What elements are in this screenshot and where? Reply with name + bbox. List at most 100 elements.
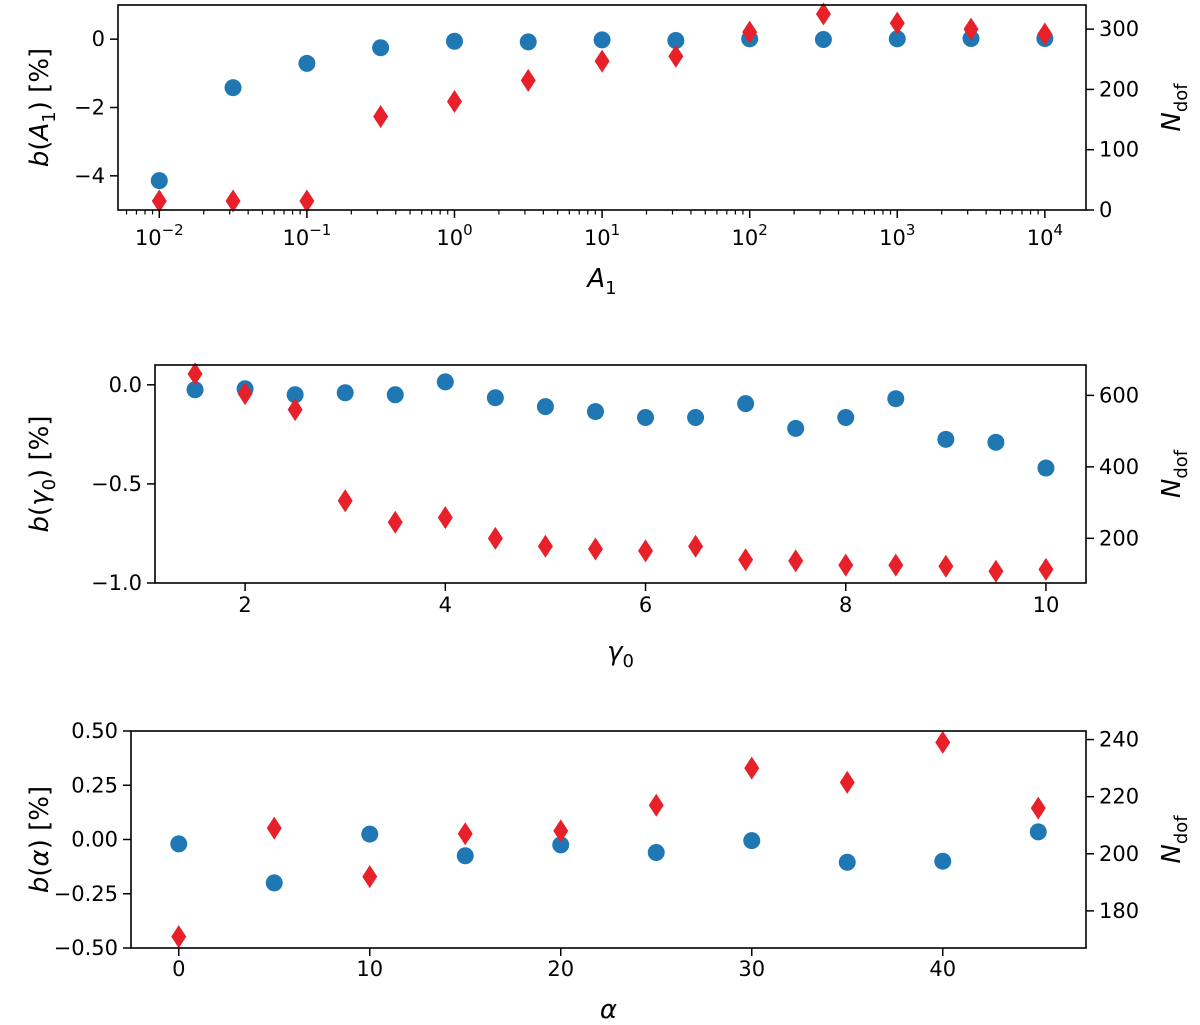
x-axis-label: γ0	[607, 637, 634, 672]
chart-panel-1: 10−2 10−1 100 101 102 103 104 −4 −2 0 0 100 200 300 A1…	[25, 2, 1192, 299]
data-point-diamond	[839, 770, 855, 794]
data-point-circle	[386, 386, 404, 404]
y-left-axis-label: b(γ0) [%]	[25, 416, 60, 533]
x-tick-label: 30	[738, 957, 765, 981]
y-right-tick-label: 200	[1099, 842, 1139, 866]
y-right-tick-label: 600	[1099, 383, 1139, 407]
data-point-diamond	[668, 44, 684, 68]
data-point-diamond	[838, 553, 854, 577]
data-point-circle	[519, 33, 537, 51]
x-tick-label: 20	[547, 957, 574, 981]
data-point-circle	[887, 390, 905, 408]
data-point-diamond	[587, 537, 603, 561]
data-point-circle	[737, 395, 755, 413]
data-point-circle	[361, 825, 379, 843]
y-left-tick-label: −0.50	[54, 936, 118, 960]
data-point-diamond	[237, 382, 253, 406]
data-point-diamond	[457, 822, 473, 846]
y-left-axis-label: b(A1) [%]	[25, 48, 60, 167]
data-point-circle	[445, 32, 463, 50]
y-right-tick-label: 200	[1099, 77, 1139, 101]
data-point-circle	[1029, 823, 1047, 841]
x-tick-label: 100	[436, 221, 472, 250]
chart-panel-2: 2 4 6 8 10 −1.0 −0.5 0.0 200 400 600 γ0 b(γ0) [%] Ndo…	[25, 362, 1192, 672]
x-tick-label: 2	[238, 593, 251, 617]
x-tick-label: 10	[356, 957, 383, 981]
data-point-circle	[838, 853, 856, 871]
y-right-axis-label: Ndof	[1157, 83, 1192, 132]
data-point-circle	[637, 409, 655, 427]
y-right-tick-label: 0	[1099, 198, 1112, 222]
data-point-circle	[787, 419, 805, 437]
y-left-tick-label: 0.25	[71, 773, 118, 797]
data-point-diamond	[788, 549, 804, 573]
data-point-diamond	[688, 534, 704, 558]
data-point-circle	[647, 844, 665, 862]
data-point-circle	[743, 832, 761, 850]
data-point-circle	[186, 381, 204, 399]
data-point-circle	[814, 31, 832, 49]
data-point-circle	[436, 373, 454, 391]
data-point-circle	[372, 39, 390, 57]
x-tick-label: 4	[439, 593, 452, 617]
data-point-diamond	[889, 11, 905, 35]
data-point-diamond	[187, 362, 203, 386]
y-right-tick-label: 220	[1099, 785, 1139, 809]
data-point-circle	[687, 409, 705, 427]
y-left-axis-label: b(α) [%]	[25, 786, 55, 893]
x-tick-label: 103	[879, 221, 915, 250]
data-point-diamond	[151, 189, 167, 213]
y-left-tick-label: 0.00	[71, 828, 118, 852]
data-point-circle	[456, 847, 474, 865]
data-point-diamond	[648, 793, 664, 817]
data-point-diamond	[171, 925, 187, 949]
data-point-circle	[224, 79, 242, 97]
data-point-circle	[265, 874, 283, 892]
data-point-circle	[336, 384, 354, 402]
data-point-diamond	[888, 553, 904, 577]
data-point-circle	[667, 32, 685, 50]
y-right-tick-label: 400	[1099, 455, 1139, 479]
y-right-axis-label: Ndof	[1157, 815, 1192, 864]
y-left-tick-label: 0.50	[71, 719, 118, 743]
y-right-tick-label: 240	[1099, 728, 1139, 752]
data-point-diamond	[594, 49, 610, 73]
y-left-tick-label: −1.0	[91, 571, 142, 595]
y-left-tick-label: −2	[74, 96, 105, 120]
data-point-diamond	[935, 730, 951, 754]
data-point-diamond	[487, 526, 503, 550]
data-point-circle	[593, 31, 611, 49]
data-point-diamond	[387, 510, 403, 534]
data-point-circle	[536, 398, 554, 416]
y-left-tick-label: −4	[74, 164, 105, 188]
x-tick-label: 10	[1033, 593, 1060, 617]
data-point-diamond	[553, 819, 569, 843]
x-tick-label: 40	[929, 957, 956, 981]
data-point-diamond	[287, 398, 303, 422]
data-point-diamond	[938, 554, 954, 578]
data-point-circle	[1037, 459, 1055, 477]
data-point-circle	[552, 836, 570, 854]
data-point-diamond	[225, 189, 241, 213]
data-point-diamond	[362, 865, 378, 889]
data-point-circle	[937, 430, 955, 448]
plot-frame	[154, 364, 1087, 584]
data-point-circle	[837, 409, 855, 427]
y-right-axis-label: Ndof	[1157, 449, 1192, 498]
data-point-diamond	[744, 756, 760, 780]
data-point-circle	[888, 30, 906, 48]
data-point-diamond	[337, 489, 353, 513]
data-point-diamond	[299, 189, 315, 213]
data-point-circle	[934, 852, 952, 870]
x-tick-label: 102	[732, 221, 768, 250]
y-right-tick-label: 100	[1099, 138, 1139, 162]
data-point-circle	[298, 54, 316, 72]
data-point-diamond	[1037, 22, 1053, 46]
y-right-tick-label: 300	[1099, 17, 1139, 41]
data-point-diamond	[520, 68, 536, 92]
data-point-circle	[286, 386, 304, 404]
x-tick-label: 104	[1027, 221, 1063, 250]
data-point-diamond	[638, 539, 654, 563]
y-left-tick-label: −0.5	[91, 472, 142, 496]
